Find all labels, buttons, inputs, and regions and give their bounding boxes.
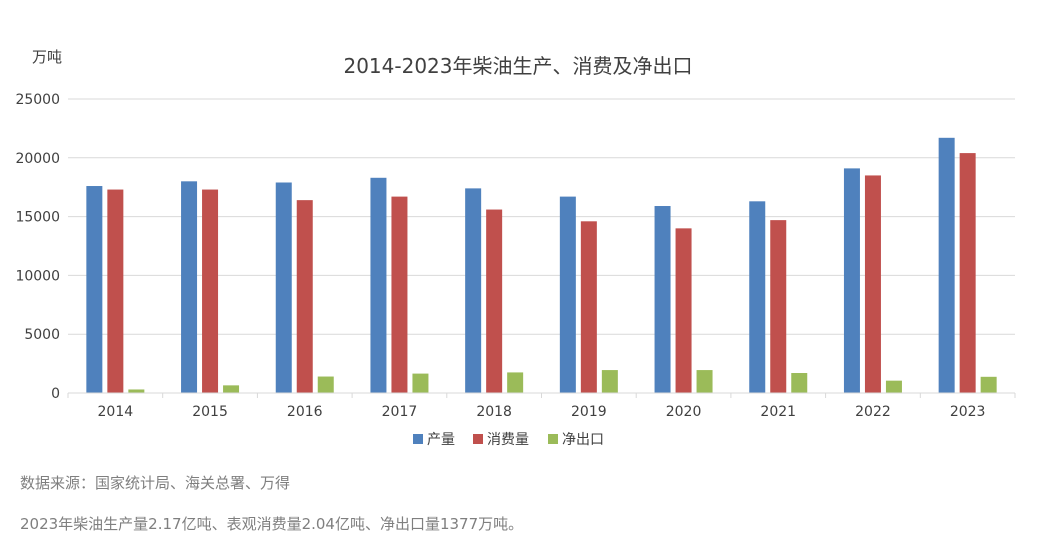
- bar-1-2019: [559, 196, 576, 393]
- x-tick-label: 2019: [571, 404, 607, 420]
- bar-2-2017: [391, 196, 408, 393]
- y-tick-label: 20000: [15, 151, 60, 167]
- bar-2-2021: [770, 220, 787, 393]
- x-tick-label: 2014: [98, 404, 134, 420]
- bar-1-2014: [86, 186, 103, 393]
- x-axis-ticks: 2014 2015 2016 2017 2018 2019 2020 2021 2022 2023: [67, 393, 1016, 420]
- bar-1-2022: [843, 168, 860, 393]
- x-tick-label: 2023: [950, 404, 986, 420]
- chart: 2014-2023年柴油生产、消费及净出口 万吨 0 5000 10000 15000…: [15, 48, 1016, 448]
- bar-2-2023: [959, 153, 976, 393]
- x-tick-label: 2021: [760, 404, 796, 420]
- bar-2-2014: [107, 189, 124, 393]
- legend-label: 消费量: [487, 432, 529, 448]
- bar-1-2018: [465, 188, 482, 393]
- bar-3-2019: [601, 370, 618, 393]
- bar-3-2023: [980, 376, 997, 393]
- bar-2-2022: [864, 175, 881, 393]
- y-axis-unit-label: 万吨: [32, 48, 62, 66]
- bar-3-2014: [128, 389, 145, 393]
- bar-3-2015: [223, 385, 240, 393]
- x-tick-label: 2015: [192, 404, 228, 420]
- y-tick-label: 10000: [15, 268, 60, 284]
- bar-1-2020: [654, 206, 671, 393]
- bar-2-2015: [202, 189, 219, 393]
- y-axis-ticks: 0 5000 10000 15000 20000 25000: [15, 92, 60, 402]
- bar-3-2017: [412, 373, 429, 393]
- legend-swatch: [473, 434, 483, 444]
- bar-2-2016: [296, 200, 313, 393]
- bar-2-2018: [486, 209, 503, 393]
- summary-note: 2023年柴油生产量2.17亿吨、表观消费量2.04亿吨、净出口量1377万吨。: [20, 515, 524, 533]
- data-source-caption: 数据来源：国家统计局、海关总署、万得: [20, 474, 291, 492]
- legend: 产量 消费量 净出口: [413, 432, 604, 448]
- bar-1-2023: [938, 137, 955, 393]
- bar-3-2021: [791, 373, 808, 393]
- legend-label: 净出口: [562, 432, 604, 448]
- y-tick-label: 25000: [15, 92, 60, 108]
- bar-2-2020: [675, 228, 692, 393]
- x-tick-label: 2016: [287, 404, 323, 420]
- legend-swatch: [413, 434, 423, 444]
- bar-2-2019: [580, 221, 597, 393]
- x-tick-label: 2022: [855, 404, 891, 420]
- legend-swatch: [548, 434, 558, 444]
- x-tick-label: 2017: [382, 404, 418, 420]
- x-tick-label: 2018: [476, 404, 512, 420]
- chart-title: 2014-2023年柴油生产、消费及净出口: [343, 54, 692, 78]
- bar-1-2015: [181, 181, 198, 393]
- bar-3-2020: [696, 370, 713, 393]
- x-tick-label: 2020: [666, 404, 702, 420]
- y-tick-label: 15000: [15, 210, 60, 226]
- bar-1-2016: [275, 182, 292, 393]
- bars: [86, 137, 997, 393]
- bar-3-2022: [885, 380, 902, 393]
- y-tick-label: 0: [51, 386, 60, 402]
- bar-3-2016: [317, 376, 334, 393]
- bar-1-2017: [370, 177, 387, 393]
- y-tick-label: 5000: [24, 327, 60, 343]
- bar-1-2021: [749, 201, 766, 393]
- legend-label: 产量: [427, 432, 455, 448]
- bar-3-2018: [507, 372, 524, 393]
